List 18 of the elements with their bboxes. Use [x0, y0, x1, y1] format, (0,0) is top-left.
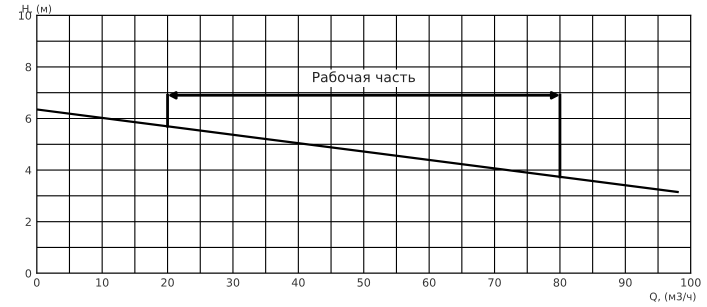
x-tick-label: 50: [358, 278, 370, 287]
annotation: Рабочая часть: [313, 71, 415, 82]
x-tick-label: 80: [554, 278, 566, 287]
y-tick-label: 0: [26, 269, 32, 278]
x-tick-label: 100: [681, 278, 701, 287]
x-tick-label: 0: [34, 278, 40, 287]
x-tick-label: 10: [96, 278, 108, 287]
x-tick-label: 30: [226, 278, 240, 287]
y-tick-label: 4: [25, 166, 32, 174]
x-axis-title: Q, (м3/ч): [650, 292, 696, 302]
x-tick-label: 70: [488, 278, 501, 287]
y-tick-label: 6: [26, 114, 32, 123]
y-tick-label: 8: [26, 62, 32, 72]
x-tick-label: 40: [292, 278, 305, 287]
x-tick-label: 60: [422, 278, 436, 287]
x-tick-label: 20: [161, 278, 174, 287]
y-tick-label: 2: [26, 218, 31, 226]
x-tick-label: 90: [618, 278, 632, 287]
